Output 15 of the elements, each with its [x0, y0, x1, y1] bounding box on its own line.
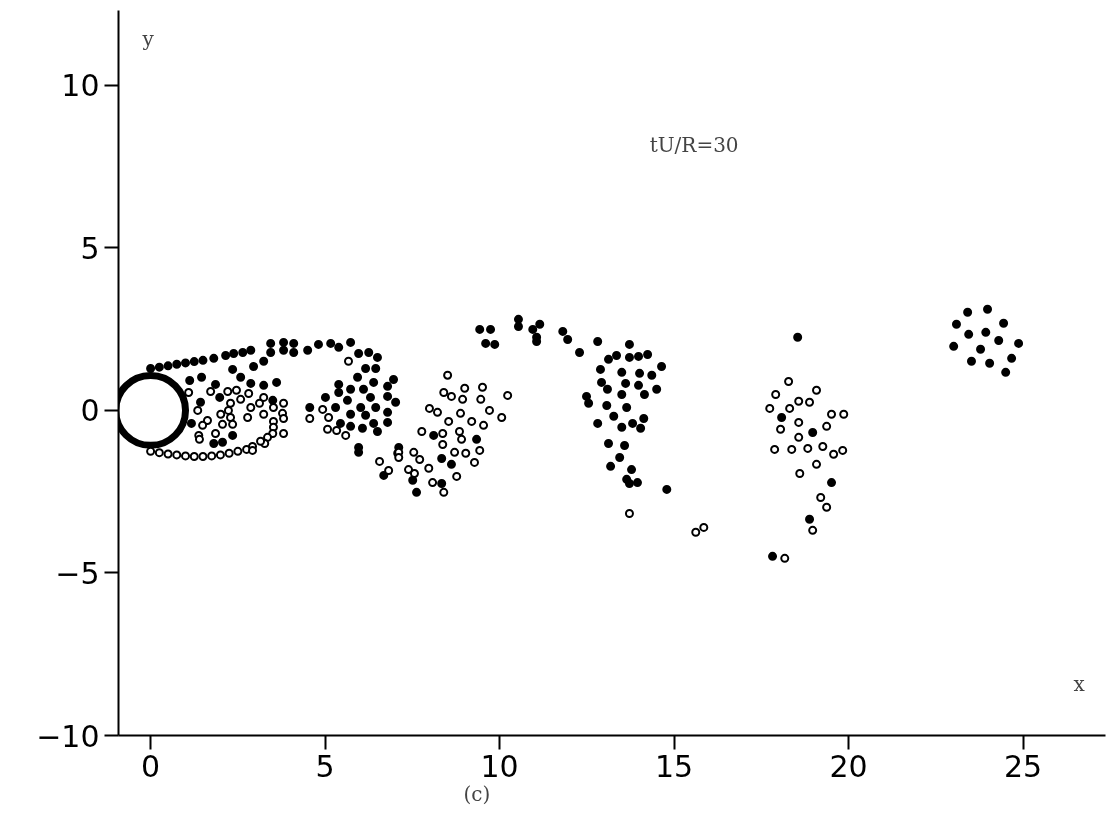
x-tick-label: 5: [315, 748, 335, 784]
annotation: tU/R=30: [649, 132, 739, 157]
y-tick-label: −5: [55, 555, 100, 591]
y-tick-label: 5: [80, 230, 100, 266]
x-tick-label: 0: [141, 748, 161, 784]
x-tick-label: 10: [480, 748, 519, 784]
y-tick-label: 10: [61, 68, 100, 104]
y-axis-title: y: [141, 26, 155, 51]
y-tick-label: 0: [80, 393, 100, 429]
x-tick-label: 15: [655, 748, 694, 784]
y-tick-label: −10: [36, 718, 100, 754]
text: (c): [463, 781, 491, 806]
x-axis-title: x: [1073, 671, 1086, 696]
x-tick-label: 20: [829, 748, 868, 784]
x-tick-label: 25: [1004, 748, 1043, 784]
